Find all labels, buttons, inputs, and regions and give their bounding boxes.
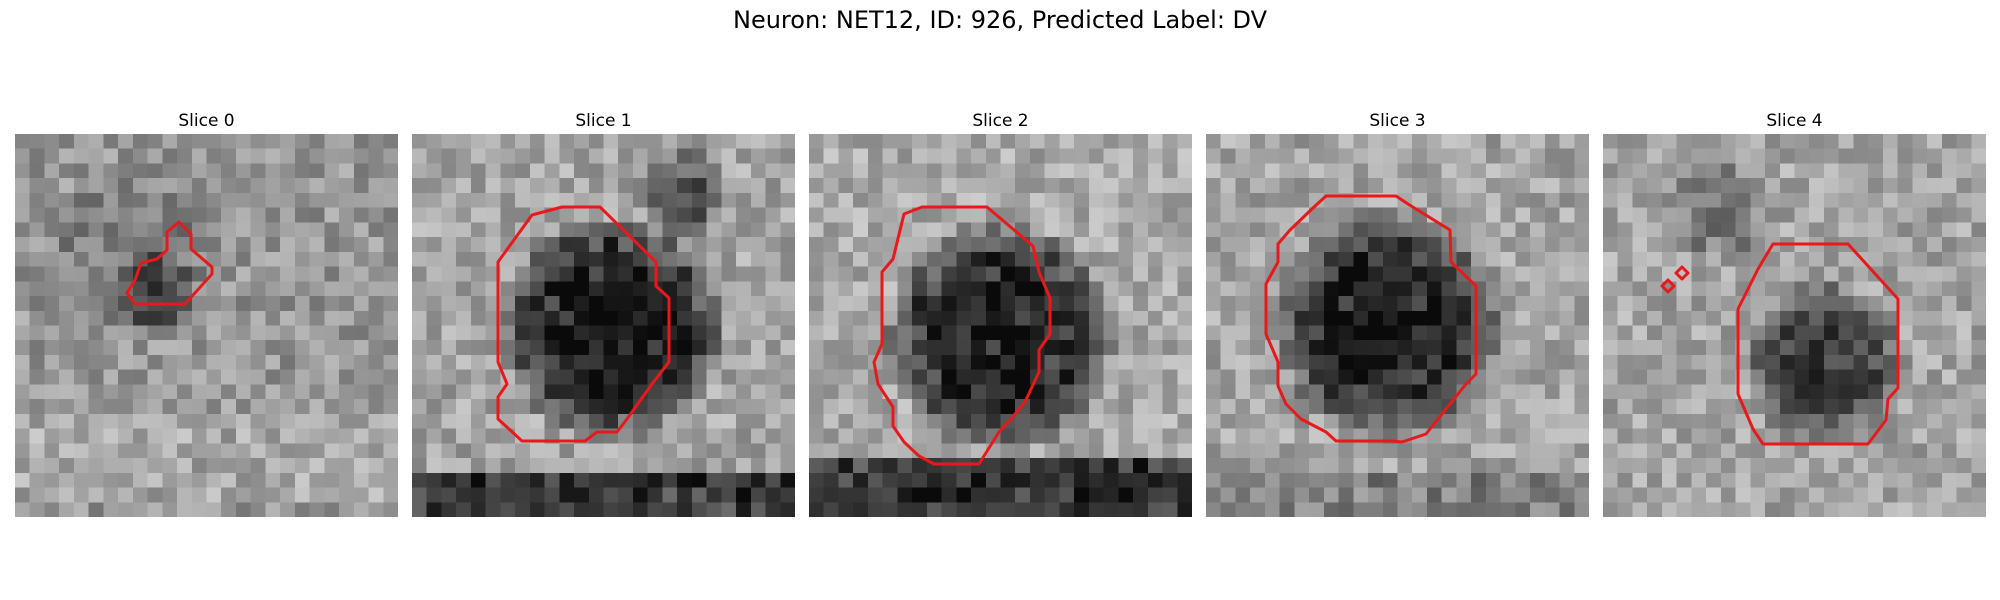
slice-panel-0: Slice 0 <box>15 108 398 517</box>
slice-image-4 <box>1603 134 1986 517</box>
slice-panel-2: Slice 2 <box>809 108 1192 517</box>
slice-title-2: Slice 2 <box>972 111 1029 131</box>
slice-image-2 <box>809 134 1192 517</box>
slice-image-0 <box>15 134 398 517</box>
roi-contour-3 <box>1264 194 1478 444</box>
slice-title-3: Slice 3 <box>1369 111 1426 131</box>
slice-panel-4: Slice 4 <box>1603 108 1986 517</box>
slice-title-4: Slice 4 <box>1766 111 1823 131</box>
roi-contour-2 <box>872 205 1052 466</box>
roi-contour-0 <box>125 220 214 306</box>
roi-contour-4 <box>1660 242 1900 446</box>
roi-contour-1 <box>496 205 671 443</box>
figure-title: Neuron: NET12, ID: 926, Predicted Label:… <box>732 6 1268 34</box>
slice-title-0: Slice 0 <box>178 111 235 131</box>
slice-panel-1: Slice 1 <box>412 108 795 517</box>
slice-image-1 <box>412 134 795 517</box>
slice-title-1: Slice 1 <box>575 111 632 131</box>
slice-panel-3: Slice 3 <box>1206 108 1589 517</box>
